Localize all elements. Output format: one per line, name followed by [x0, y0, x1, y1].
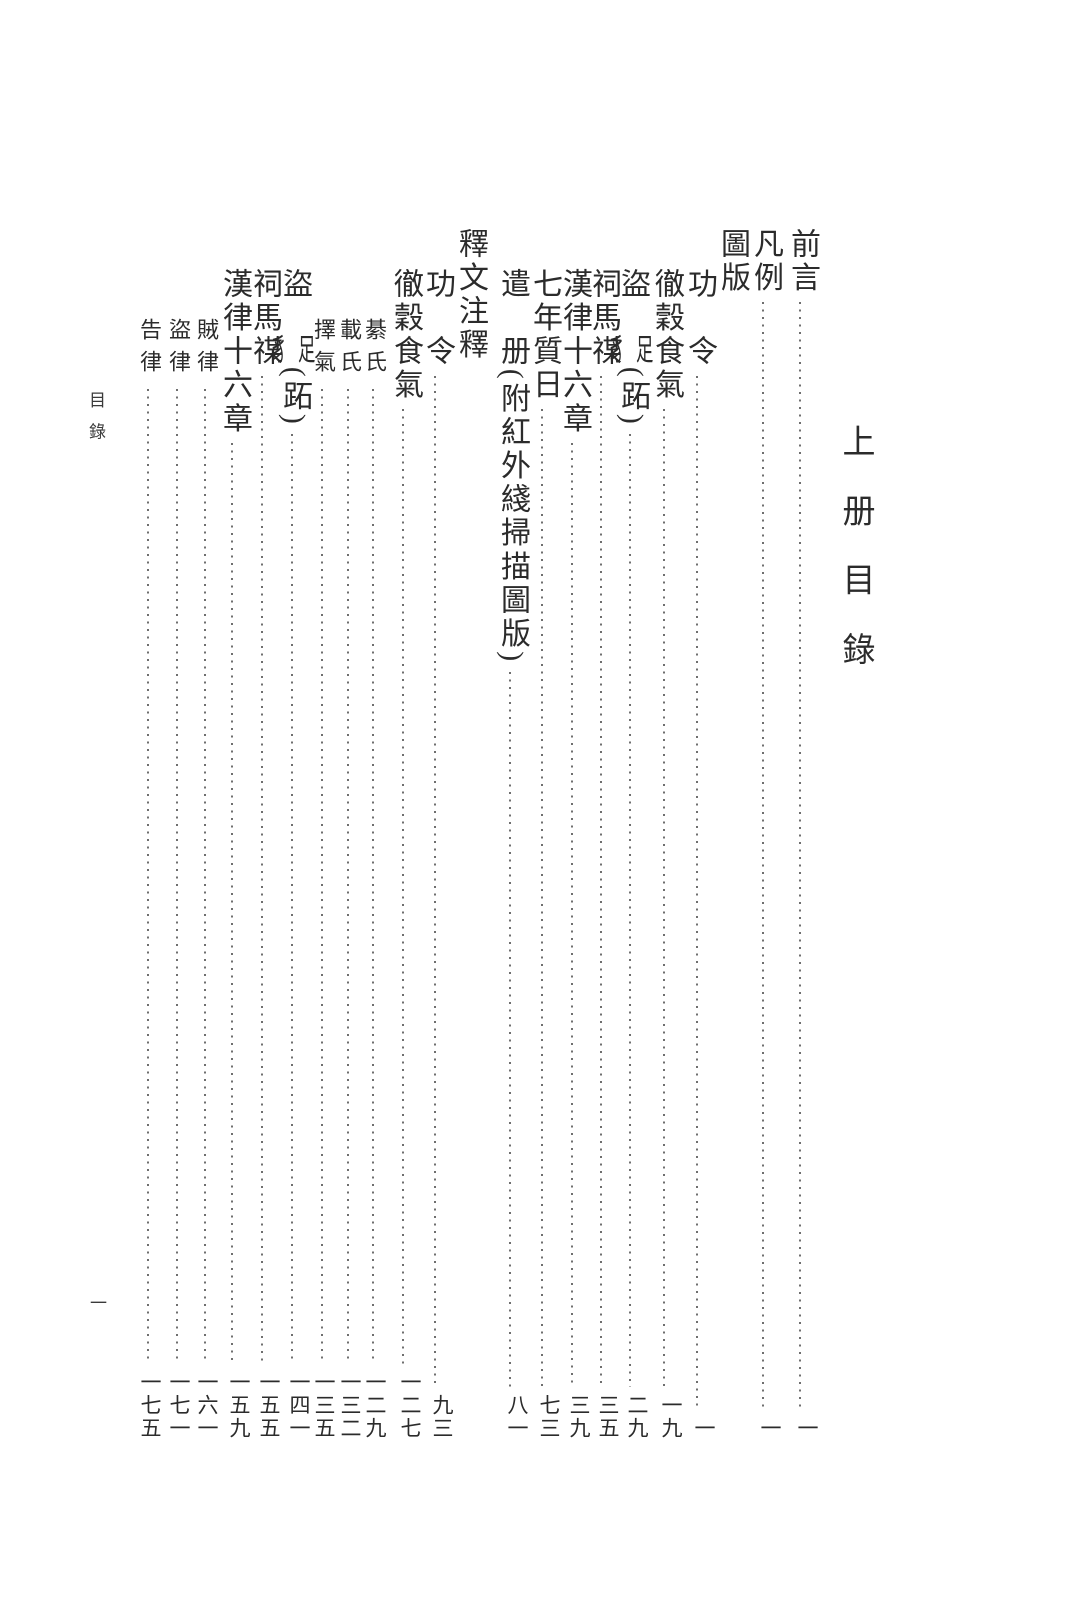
toc-entry-page: 一七五: [138, 1370, 162, 1440]
toc-entry-title: 功 令: [421, 268, 454, 369]
toc-entry-page: 一: [795, 1416, 819, 1440]
toc-entry-page: 九三: [430, 1393, 454, 1440]
toc-section-tuban: 圖版: [713, 228, 749, 296]
toc-entry-page: 八一: [505, 1393, 529, 1440]
dotted-leader: [525, 402, 559, 1394]
toc-entry-title: 綦氏: [362, 318, 387, 382]
toc-entry-page: 一三二: [338, 1370, 362, 1440]
rare-glyph-zhi: 豸足: [608, 335, 653, 367]
dotted-leader: [746, 295, 780, 1417]
toc-entry-qinianzhiri: 七年質日 七三: [525, 268, 561, 1440]
toc-entry-fanli: 凡例 一: [746, 228, 782, 1440]
toc-entry-chegushiqi-2: 徹穀食氣 一二七: [386, 268, 422, 1440]
toc-entry-title: 祠馬禖: [587, 268, 620, 369]
dotted-leader: [275, 427, 309, 1371]
dotted-leader: [555, 436, 589, 1394]
toc-entry-page: 七三: [537, 1393, 561, 1440]
toc-section-shiwenzhushi: 釋文注釋: [451, 228, 487, 363]
toc-entry-page: 二九: [625, 1393, 649, 1440]
toc-entry-title: 盜 豸足 (跖): [270, 268, 315, 428]
dotted-leader: [165, 381, 189, 1371]
toc-entry-page: 一二九: [363, 1370, 387, 1440]
dotted-leader: [418, 368, 452, 1394]
toc-entry-title: 前言: [786, 228, 819, 296]
toc-entry-title: 盜律: [166, 318, 191, 382]
toc-subentry-qishi: 綦氏 一二九: [361, 318, 387, 1440]
glyph-left: 豸: [270, 333, 290, 367]
toc-subentry-zaishi: 載氏 一三二: [336, 318, 362, 1440]
toc-entry-daozhi: 盜 豸足 (跖) 二九: [608, 268, 653, 1440]
toc-entry-title: 盜 豸足 (跖): [608, 268, 653, 428]
toc-entry-title: 功 令: [683, 268, 716, 369]
toc-entry-page: 一: [692, 1416, 716, 1440]
title-gloss: (跖): [278, 366, 311, 428]
running-header: 目錄: [86, 391, 105, 454]
toc-entry-title: 七年質日: [528, 268, 561, 403]
toc-entry-hanlv-2: 漢律十六章 一五九: [215, 268, 251, 1440]
dotted-leader: [783, 295, 817, 1417]
toc-entry-page: 一三五: [312, 1370, 336, 1440]
toc-entry-page: 一四一: [287, 1370, 311, 1440]
dotted-leader: [386, 402, 420, 1371]
toc-entry-page: 一六一: [195, 1370, 219, 1440]
toc-entry-qiance: 遣 册(附紅外綫掃描圖版) 八一: [493, 268, 529, 1440]
toc-entry-title: 漢律十六章: [558, 268, 591, 436]
dotted-leader: [336, 381, 360, 1371]
toc-entry-cimamei: 祠馬禖 三五: [584, 268, 620, 1440]
toc-entry-page: 三九: [567, 1393, 591, 1440]
title-text: 盜: [278, 268, 311, 336]
volume-title: 上册目錄: [837, 424, 873, 702]
toc-entry-gongling-2: 功 令 九三: [418, 268, 454, 1440]
dotted-leader: [647, 402, 681, 1394]
dotted-leader: [310, 381, 334, 1371]
toc-entry-title: 賊律: [194, 318, 219, 382]
toc-subentry-gaolv: 告律 一七五: [136, 318, 162, 1440]
dotted-leader: [193, 381, 217, 1371]
toc-entry-qianyan: 前言 一: [783, 228, 819, 1440]
glyph-left: 豸: [608, 333, 628, 367]
glyph-right: 足: [636, 333, 656, 367]
toc-entry-page: 一七一: [167, 1370, 191, 1440]
toc-entry-title: 擇氣: [311, 318, 336, 382]
toc-entry-title: 告律: [137, 318, 162, 382]
toc-entry-title: 徹穀食氣: [389, 268, 422, 403]
toc-entry-daozhi-2: 盜 豸足 (跖) 一四一: [270, 268, 315, 1440]
toc-entry-title: 遣 册(附紅外綫掃描圖版): [496, 268, 529, 665]
toc-entry-page: 一九: [659, 1393, 683, 1440]
dotted-leader: [680, 368, 714, 1417]
toc-entry-page: 一二七: [398, 1370, 422, 1440]
dotted-leader: [493, 664, 527, 1394]
title-text: 盜: [616, 268, 649, 336]
title-gloss: (跖): [616, 366, 649, 428]
toc-section-title: 釋文注釋: [454, 228, 487, 363]
dotted-leader: [613, 427, 647, 1394]
dotted-leader: [215, 436, 249, 1371]
page-number: 一: [87, 1294, 106, 1311]
toc-entry-cimamei-2: 祠馬禖 一五五: [245, 268, 281, 1440]
toc-entry-title: 徹穀食氣: [650, 268, 683, 403]
dotted-leader: [136, 381, 160, 1371]
toc-entry-page: 一五五: [257, 1370, 281, 1440]
toc-subentry-daolv: 盜律 一七一: [165, 318, 191, 1440]
toc-entry-page: 一: [758, 1416, 782, 1440]
toc-entry-chegushiqi: 徹穀食氣 一九: [647, 268, 683, 1440]
dotted-leader: [245, 368, 279, 1371]
toc-entry-page: 一五九: [227, 1370, 251, 1440]
glyph-right: 足: [298, 333, 318, 367]
toc-subentry-zeqi: 擇氣 一三五: [310, 318, 336, 1440]
dotted-leader: [361, 381, 385, 1371]
toc-section-title: 圖版: [716, 228, 749, 296]
toc-entry-title: 凡例: [749, 228, 782, 296]
toc-entry-page: 三五: [596, 1393, 620, 1440]
toc-entry-hanlv: 漢律十六章 三九: [555, 268, 591, 1440]
dotted-leader: [584, 368, 618, 1394]
toc-entry-title: 漢律十六章: [218, 268, 251, 436]
toc-entry-title: 祠馬禖: [248, 268, 281, 369]
toc-entry-gongling: 功 令 一: [680, 268, 716, 1440]
rare-glyph-zhi: 豸足: [270, 335, 315, 367]
toc-entry-title: 載氏: [337, 318, 362, 382]
toc-subentry-zeilv: 賊律 一六一: [193, 318, 219, 1440]
